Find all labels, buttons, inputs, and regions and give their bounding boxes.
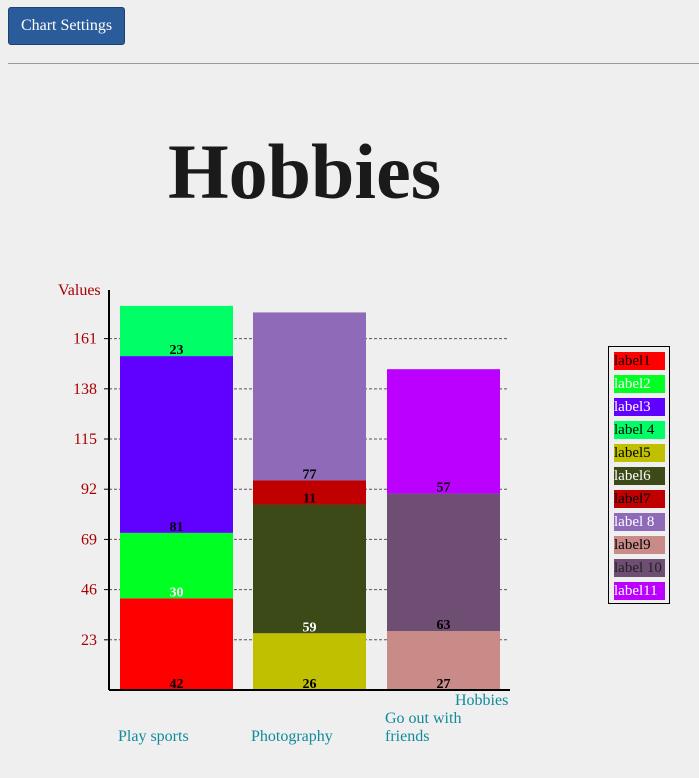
bar-segment xyxy=(120,305,233,357)
bar-value-label: 57 xyxy=(437,481,451,496)
divider xyxy=(8,63,699,64)
y-axis-title: Values xyxy=(58,282,101,299)
x-category-label: Go out with friends xyxy=(385,710,461,745)
legend-item: label9 xyxy=(614,536,665,554)
y-tick-label: 23 xyxy=(81,632,97,649)
legend-item: label7 xyxy=(614,490,665,508)
y-tick-label: 115 xyxy=(74,431,97,448)
bar-value-label: 26 xyxy=(303,677,317,692)
y-tick-label: 138 xyxy=(73,381,97,398)
legend-item: label 8 xyxy=(614,513,665,531)
legend-item: label11 xyxy=(614,582,665,600)
bar-segment xyxy=(120,356,233,533)
bar-segment xyxy=(253,504,366,634)
legend-item: label3 xyxy=(614,398,665,416)
bar-value-label: 77 xyxy=(303,467,317,482)
bar-segment xyxy=(120,532,233,599)
chart-settings-button[interactable]: Chart Settings xyxy=(8,7,125,45)
bar-segment xyxy=(387,369,500,494)
y-tick-label: 69 xyxy=(81,531,97,548)
legend-item: label 4 xyxy=(614,421,665,439)
legend-item: label5 xyxy=(614,444,665,462)
legend-item: label 10 xyxy=(614,559,665,577)
bar-value-label: 81 xyxy=(170,520,184,535)
y-tick-label: 46 xyxy=(81,582,97,599)
y-tick-label: 161 xyxy=(73,331,97,348)
legend-item: label6 xyxy=(614,467,665,485)
bar-value-label: 27 xyxy=(437,677,451,692)
bar-value-label: 23 xyxy=(170,343,184,358)
x-category-label: Play sports xyxy=(118,728,189,745)
bar-segment xyxy=(120,598,233,690)
bar-value-label: 30 xyxy=(170,585,184,600)
x-axis-title: Hobbies xyxy=(455,692,508,709)
x-category-label: Photography xyxy=(251,728,333,745)
bar-value-label: 11 xyxy=(303,491,316,506)
bar-value-label: 42 xyxy=(170,677,184,692)
bar-value-label: 63 xyxy=(437,618,451,633)
bar-value-label: 59 xyxy=(303,620,317,635)
bar-segment xyxy=(253,633,366,690)
chart-svg: 23 46 69 92 115 138 161 42 30 81 23 26 59 11 77 27 63 57 V… xyxy=(58,282,510,745)
chart-legend: label1 label2 label3 label 4 label5 label6 lab… xyxy=(608,346,670,604)
bar-segment xyxy=(387,493,500,632)
chart-title: Hobbies xyxy=(168,128,442,215)
bar-segment xyxy=(387,631,500,690)
bar-segment xyxy=(253,480,366,505)
y-tick-label: 92 xyxy=(81,481,97,498)
bar-segment xyxy=(253,312,366,481)
legend-item: label2 xyxy=(614,375,665,393)
legend-item: label1 xyxy=(614,352,665,370)
